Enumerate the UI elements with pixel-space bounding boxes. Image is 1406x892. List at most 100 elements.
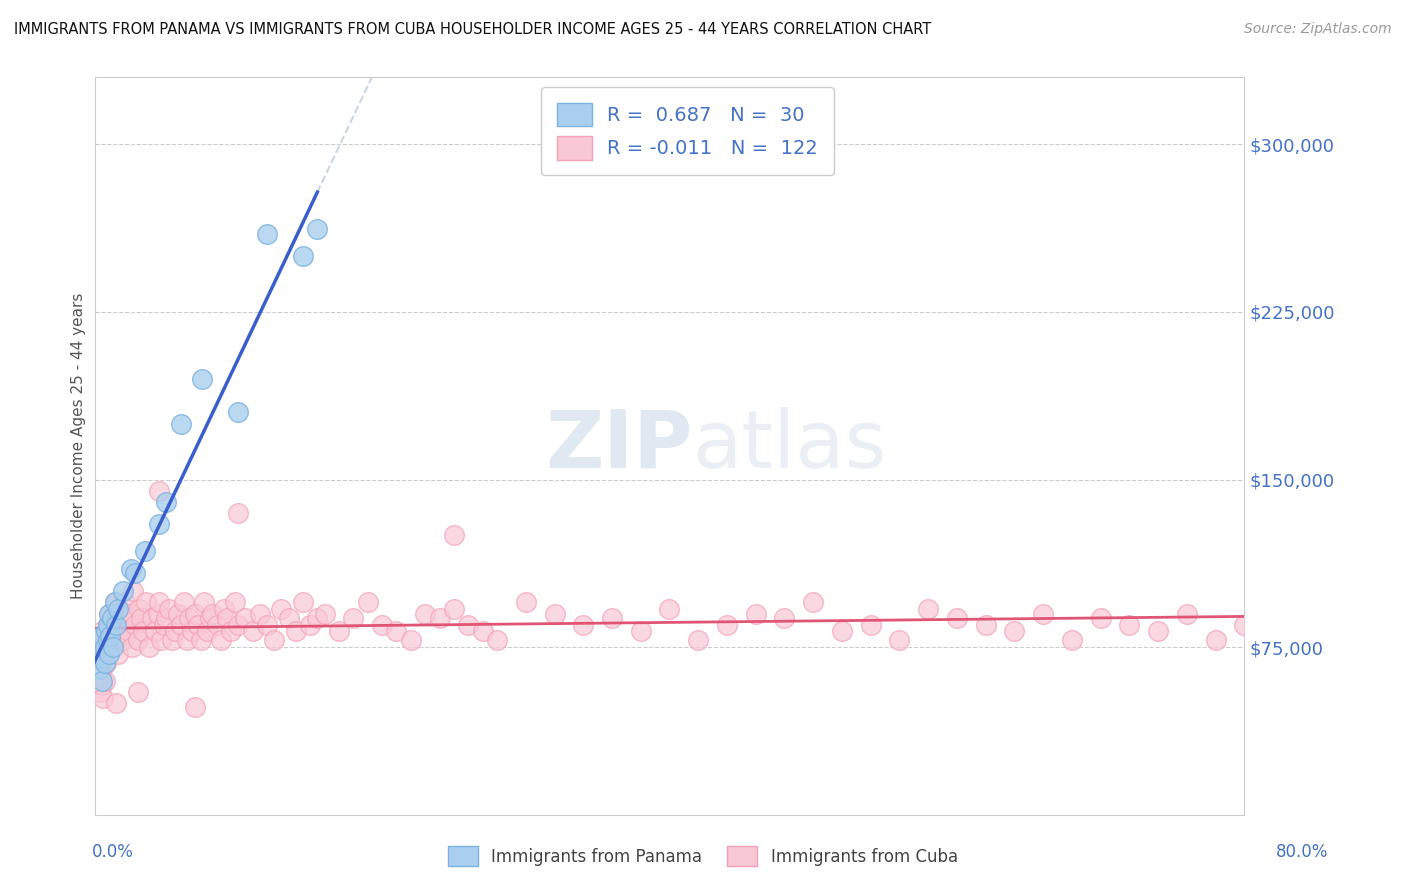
Point [89, 684, 111, 698]
Point [859, 617, 882, 632]
Point [801, 595, 824, 609]
Point [87, 662, 110, 676]
Point [148, 595, 170, 609]
Point [108, 602, 131, 616]
Point [101, 624, 124, 639]
Point [1118, 617, 1140, 632]
Point [101, 611, 124, 625]
Point [152, 617, 174, 632]
Point [744, 607, 766, 621]
Point [291, 595, 314, 609]
Point [160, 633, 183, 648]
Point [103, 640, 125, 654]
Point [170, 617, 193, 632]
Point [157, 602, 180, 616]
Point [170, 417, 193, 431]
Point [443, 602, 465, 616]
Point [96, 617, 118, 632]
Point [120, 562, 142, 576]
Legend: R =  0.687   N =  30, R = -0.011   N =  122: R = 0.687 N = 30, R = -0.011 N = 122 [541, 87, 834, 176]
Point [658, 602, 681, 616]
Point [1060, 633, 1083, 648]
Point [148, 517, 170, 532]
Point [107, 602, 129, 616]
Point [111, 617, 134, 632]
Point [155, 611, 177, 625]
Point [212, 602, 235, 616]
Point [115, 611, 138, 625]
Point [173, 595, 195, 609]
Point [94, 624, 117, 639]
Point [104, 595, 127, 609]
Point [97, 647, 120, 661]
Point [198, 611, 221, 625]
Point [471, 624, 494, 639]
Point [256, 617, 278, 632]
Point [121, 640, 143, 654]
Point [270, 602, 292, 616]
Point [443, 528, 465, 542]
Point [773, 611, 796, 625]
Point [205, 617, 228, 632]
Point [110, 629, 132, 643]
Point [193, 595, 215, 609]
Point [112, 633, 135, 648]
Point [385, 624, 408, 639]
Point [114, 595, 136, 609]
Text: atlas: atlas [693, 407, 887, 485]
Point [87, 640, 110, 654]
Point [515, 595, 537, 609]
Point [1205, 633, 1227, 648]
Point [89, 651, 111, 665]
Point [299, 617, 322, 632]
Point [129, 611, 152, 625]
Point [141, 611, 163, 625]
Point [90, 673, 112, 688]
Point [138, 640, 160, 654]
Point [917, 602, 939, 616]
Point [90, 678, 112, 692]
Point [1032, 607, 1054, 621]
Point [314, 607, 336, 621]
Point [190, 633, 212, 648]
Point [413, 607, 436, 621]
Point [1233, 617, 1256, 632]
Point [256, 227, 278, 241]
Point [457, 617, 479, 632]
Point [226, 506, 249, 520]
Point [93, 656, 115, 670]
Point [184, 700, 207, 714]
Point [122, 584, 145, 599]
Point [148, 483, 170, 498]
Point [124, 566, 146, 581]
Point [100, 629, 122, 643]
Point [974, 617, 997, 632]
Text: 0.0%: 0.0% [91, 843, 134, 861]
Point [90, 624, 112, 639]
Point [93, 629, 115, 643]
Point [146, 607, 169, 621]
Point [371, 617, 394, 632]
Text: Source: ZipAtlas.com: Source: ZipAtlas.com [1244, 22, 1392, 37]
Point [201, 607, 224, 621]
Point [219, 624, 242, 639]
Point [946, 611, 969, 625]
Point [127, 633, 149, 648]
Point [291, 249, 314, 263]
Point [117, 624, 139, 639]
Point [235, 611, 257, 625]
Point [249, 607, 271, 621]
Point [543, 607, 565, 621]
Point [167, 607, 190, 621]
Point [105, 696, 128, 710]
Text: IMMIGRANTS FROM PANAMA VS IMMIGRANTS FROM CUBA HOUSEHOLDER INCOME AGES 25 - 44 Y: IMMIGRANTS FROM PANAMA VS IMMIGRANTS FRO… [14, 22, 931, 37]
Point [104, 595, 127, 609]
Point [91, 691, 114, 706]
Point [96, 617, 118, 632]
Point [889, 633, 911, 648]
Y-axis label: Householder Income Ages 25 - 44 years: Householder Income Ages 25 - 44 years [72, 293, 86, 599]
Point [1090, 611, 1112, 625]
Point [429, 611, 451, 625]
Point [120, 607, 142, 621]
Legend: Immigrants from Panama, Immigrants from Cuba: Immigrants from Panama, Immigrants from … [440, 838, 966, 875]
